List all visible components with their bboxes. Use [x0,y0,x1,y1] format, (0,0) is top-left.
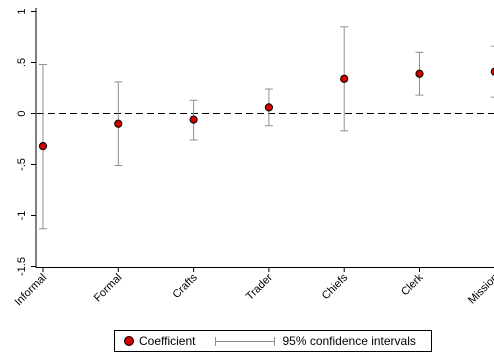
y-tick-label: 1 [16,8,28,14]
coefficient-point [114,119,123,128]
y-tick-label: -.5 [16,158,28,171]
coefficient-point [340,74,349,83]
legend-ci-label: 95% confidence intervals [282,334,416,348]
y-tick-label: 0 [16,110,28,116]
coefficient-point [415,69,424,78]
x-tick-label: Trader [244,271,275,302]
x-tick-label: Clerk [399,271,426,298]
y-tick-label: -1.5 [16,257,28,276]
y-tick-label: -1 [16,211,28,221]
coefficient-point [38,142,48,151]
legend-coefficient-marker [124,336,134,346]
legend-ci-marker [215,336,276,346]
coefficient-point [264,103,273,112]
coefficient-point [189,115,198,124]
x-tick-label: Chiefs [320,271,351,302]
x-tick-label: Informal [13,272,50,309]
legend-coefficient-label: Coefficient [139,334,196,348]
legend: Coefficient 95% confidence intervals [114,330,432,352]
x-tick-label: Mission [466,272,494,307]
x-tick-label: Crafts [170,271,200,301]
x-tick-label: Formal [92,272,125,305]
coefficient-point [490,67,494,76]
y-tick-label: .5 [16,58,28,67]
